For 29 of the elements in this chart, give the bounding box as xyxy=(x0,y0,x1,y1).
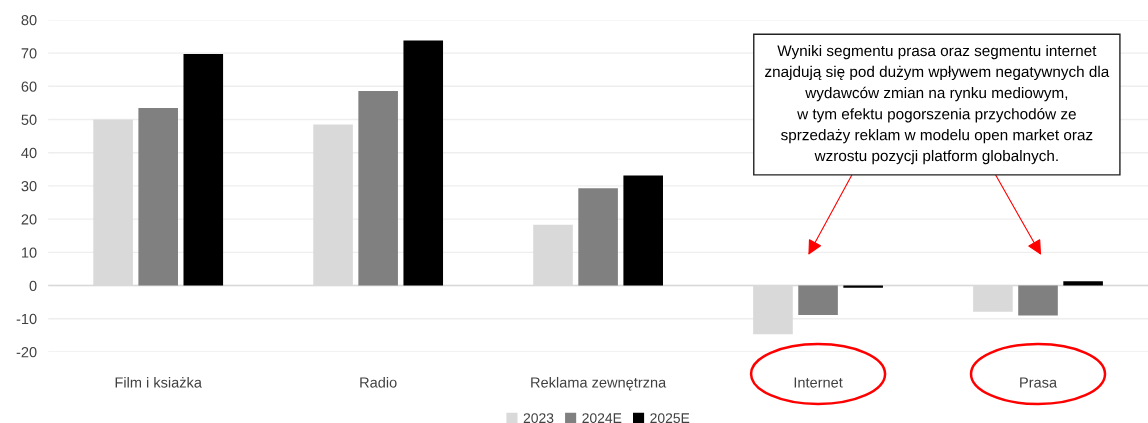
bar xyxy=(798,285,838,316)
y-tick-label: 40 xyxy=(21,147,37,159)
y-tick-label: 60 xyxy=(21,81,37,92)
y-tick-label: 80 xyxy=(21,14,37,26)
bar xyxy=(183,54,224,286)
bar xyxy=(1063,281,1103,286)
x-tick-label: Film i ksiażka xyxy=(115,376,202,388)
y-tick-label: -10 xyxy=(16,313,37,325)
x-tick-label: Reklama zewnętrzna xyxy=(531,376,667,391)
bar xyxy=(358,90,398,286)
legend-label: 2025E xyxy=(650,413,690,423)
bar xyxy=(623,175,663,286)
y-tick-label: 50 xyxy=(21,114,37,125)
bar xyxy=(578,188,618,286)
y-tick-label: 30 xyxy=(21,181,37,192)
y-tick-label: 10 xyxy=(22,247,37,258)
y-tick-label: 70 xyxy=(21,48,37,59)
bar xyxy=(138,107,178,286)
x-tick-label: Prasa xyxy=(1020,377,1058,388)
bar xyxy=(403,40,444,286)
legend-label: 2023 xyxy=(523,413,554,423)
bar xyxy=(1018,285,1058,316)
y-tick-label: -20 xyxy=(16,347,37,358)
legend-label: 2024E xyxy=(582,413,622,423)
x-tick-label: Internet xyxy=(794,377,843,388)
annotation: Wyniki segmentu prasa oraz segmentu internet znajdują się pod dużym wpływem negatywnych dla wydawców zmian na rynku mediowym, w tym efektu pogorszenia przychodów ze sprzedaży reklam w modelu open market oraz wzrostu pozycji platform globalnych. xyxy=(765,44,1110,165)
y-tick-label: 0 xyxy=(29,280,37,291)
x-tick-label: Radio xyxy=(360,376,397,388)
y-tick-label: 20 xyxy=(21,214,37,225)
